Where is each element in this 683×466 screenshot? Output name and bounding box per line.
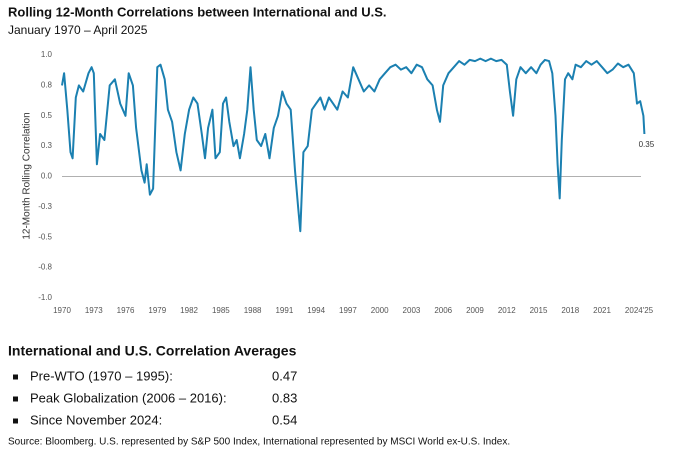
y-tick-label: 1.0 (41, 50, 53, 59)
averages-rows: Pre-WTO (1970 – 1995): 0.47 Peak Globaliza… (13, 368, 297, 427)
bullet (13, 418, 18, 424)
x-tick-label: 2015 (530, 306, 548, 315)
x-tick-label: 2009 (466, 306, 484, 315)
y-tick-label: 0.8 (41, 80, 53, 89)
x-tick-label: 1991 (275, 306, 293, 315)
chart-subtitle: January 1970 – April 2025 (8, 23, 148, 37)
end-value-label: 0.35 (639, 140, 655, 149)
bullet (13, 374, 18, 380)
x-tick-label: 1979 (148, 306, 166, 315)
y-tick-label: -0.3 (38, 202, 52, 211)
average-value: 0.54 (272, 412, 297, 427)
y-tick-label: 0.5 (41, 111, 53, 120)
averages-title: International and U.S. Correlation Avera… (8, 343, 297, 359)
x-tick-label: '25 (643, 306, 654, 315)
chart-title: Rolling 12-Month Correlations between In… (8, 4, 386, 19)
x-tick-label: 2018 (561, 306, 579, 315)
x-tick-label: 2021 (593, 306, 611, 315)
x-tick-label: 1994 (307, 306, 325, 315)
x-tick-label: 2012 (498, 306, 516, 315)
y-tick-label: -0.5 (38, 232, 52, 241)
average-value: 0.83 (272, 390, 297, 405)
average-label: Peak Globalization (2006 – 2016): (30, 390, 227, 405)
x-tick-label: 1970 (53, 306, 71, 315)
x-tick-label: 1976 (117, 306, 135, 315)
x-tick-label: 1985 (212, 306, 230, 315)
x-tick-label: 2024 (625, 306, 643, 315)
y-tick-label: -0.8 (38, 263, 52, 272)
x-tick-label: 2000 (371, 306, 389, 315)
y-tick-label: -1.0 (38, 293, 52, 302)
y-axis-label: 12-Month Rolling Correlation (22, 112, 33, 239)
average-label: Pre-WTO (1970 – 1995): (30, 368, 173, 383)
x-tick-label: 1997 (339, 306, 357, 315)
x-tick-label: 1988 (244, 306, 262, 315)
x-tick-label: 2006 (434, 306, 452, 315)
line-series (61, 57, 646, 233)
average-label: Since November 2024: (30, 412, 162, 427)
x-tick-label: 1973 (85, 306, 103, 315)
average-value: 0.47 (272, 368, 297, 383)
source: Source: Bloomberg. U.S. represented by S… (8, 437, 510, 448)
x-tick-label: 1982 (180, 306, 198, 315)
bullet (13, 396, 18, 402)
x-tick-label: 2003 (403, 306, 421, 315)
y-tick-label: 0.3 (41, 141, 53, 150)
y-tick-label: 0.0 (41, 172, 53, 181)
